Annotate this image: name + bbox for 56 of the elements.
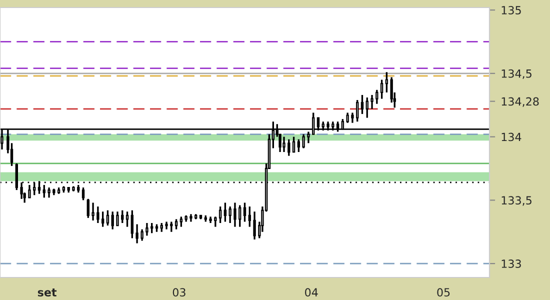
candlestick <box>385 71 388 94</box>
candlestick <box>376 89 378 105</box>
candlestick <box>351 112 354 124</box>
y-tick-label: 133 <box>502 260 521 268</box>
x-tick-label: set <box>38 288 57 297</box>
candlestick <box>218 206 222 224</box>
x-tick-label: 03 <box>172 288 186 297</box>
candlestick <box>15 162 18 191</box>
candlestick <box>101 210 104 228</box>
candlestick <box>356 99 359 122</box>
candlestick <box>42 184 46 198</box>
candlestick <box>390 76 393 104</box>
candlestick <box>238 204 242 228</box>
candlestick <box>121 209 124 224</box>
candlestick <box>92 202 94 222</box>
candlestick <box>140 228 144 242</box>
candlestick <box>126 210 129 228</box>
candlestick <box>96 206 100 224</box>
candlestick <box>380 78 384 100</box>
candlestick <box>111 210 114 230</box>
x-tick-label: 05 <box>437 288 450 297</box>
candlestick <box>116 210 119 226</box>
candlestick <box>224 202 227 223</box>
candlestick <box>214 216 217 228</box>
candlestick <box>130 209 134 240</box>
candlestick <box>146 222 148 237</box>
y-tick-label: 134 <box>502 132 522 142</box>
y-tick-label: 133,5 <box>502 196 532 206</box>
candlestick <box>180 216 183 228</box>
y-tick-label: 134,5 <box>502 69 532 79</box>
candlestick <box>370 94 374 110</box>
y-tick-label: 135 <box>502 6 521 14</box>
candlestick <box>82 186 85 202</box>
candlestick <box>28 184 31 198</box>
candlestick <box>86 198 90 219</box>
candlestick <box>288 138 290 157</box>
candlestick <box>170 220 173 233</box>
candlestick <box>136 223 138 244</box>
candlestick <box>234 202 236 228</box>
candlestick <box>292 136 296 153</box>
candlestick <box>48 186 50 198</box>
candlestick <box>228 206 232 224</box>
candlestick <box>366 96 368 119</box>
candlestick <box>106 209 110 226</box>
candlestick <box>360 94 364 115</box>
candlestick <box>253 210 256 240</box>
candlestick <box>302 133 305 150</box>
candlestick <box>150 222 154 234</box>
candlestick <box>248 206 251 228</box>
candlestick <box>243 202 246 223</box>
candlestick <box>282 136 286 153</box>
y-tick-label: 134,28 <box>502 97 539 107</box>
candlestick <box>346 112 349 124</box>
candlestick <box>174 218 178 230</box>
candlestick <box>297 138 300 153</box>
x-tick-label: 04 <box>305 288 318 297</box>
